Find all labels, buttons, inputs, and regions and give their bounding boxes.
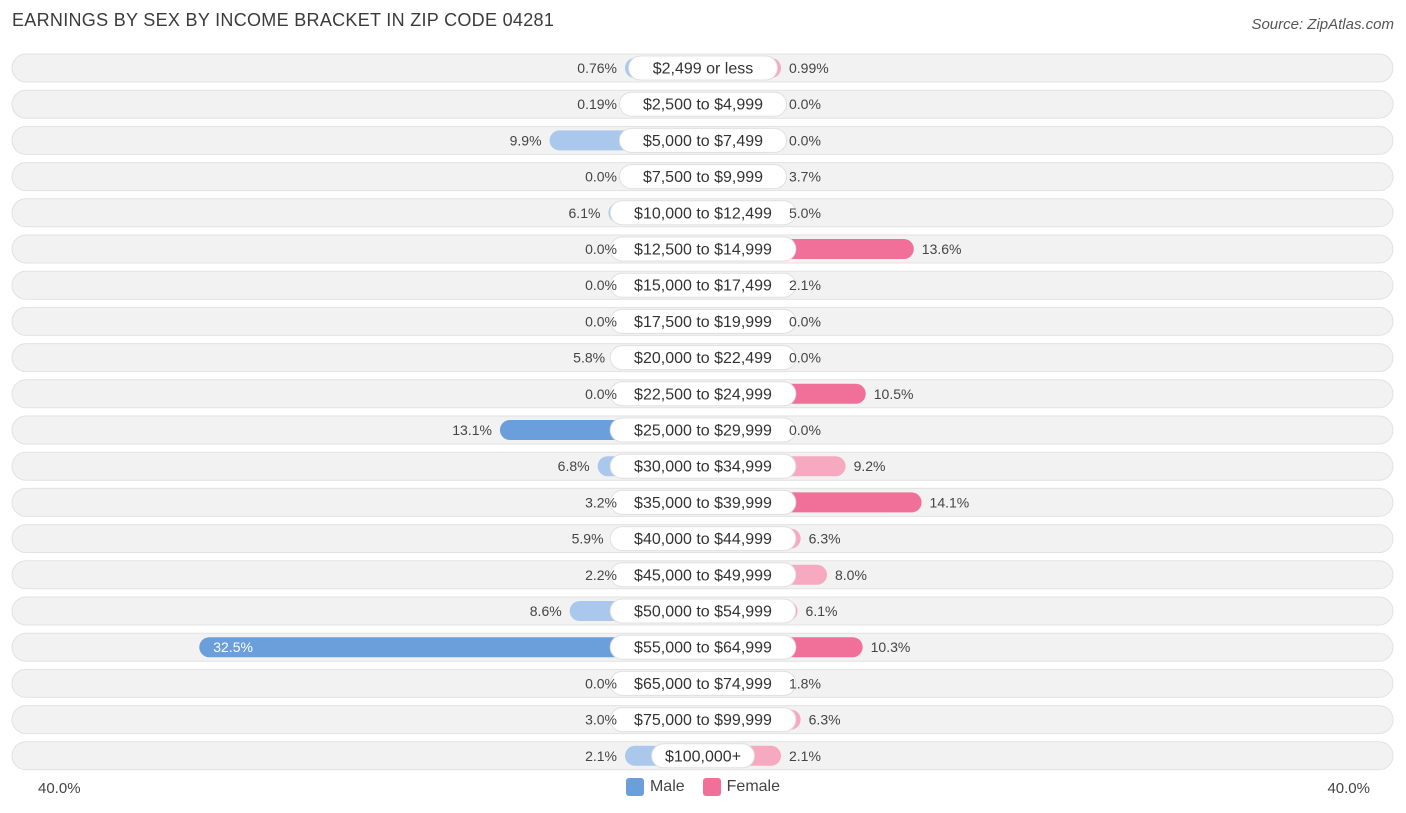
value-label-female: 13.6% <box>922 241 962 257</box>
category-pill <box>609 308 797 334</box>
category-label: $22,500 to $24,999 <box>634 386 772 403</box>
category-label: $25,000 to $29,999 <box>634 423 772 440</box>
category-label: $100,000+ <box>665 748 741 765</box>
value-label-male: 0.0% <box>585 241 617 257</box>
value-label-male: 3.2% <box>585 494 617 510</box>
value-label-male: 0.0% <box>585 277 617 293</box>
category-pill <box>618 91 788 117</box>
source-credit: Source: ZipAtlas.com <box>1251 16 1394 33</box>
value-label-female: 10.5% <box>874 386 914 402</box>
value-label-male: 9.9% <box>510 132 542 148</box>
bar-male <box>199 637 703 658</box>
value-label-female: 8.0% <box>835 567 867 583</box>
category-label: $75,000 to $99,999 <box>634 712 772 729</box>
legend: Male Female <box>0 778 1406 796</box>
category-pill <box>609 200 797 226</box>
value-label-male: 3.0% <box>585 712 617 728</box>
category-label: $65,000 to $74,999 <box>634 676 772 693</box>
value-label-female: 2.1% <box>789 748 821 764</box>
value-label-female: 6.1% <box>806 603 838 619</box>
category-pill <box>651 743 755 769</box>
value-label-male: 0.76% <box>577 60 617 76</box>
category-pill <box>609 707 797 733</box>
category-label: $12,500 to $14,999 <box>634 242 772 259</box>
category-label: $2,499 or less <box>653 61 754 78</box>
category-label: $40,000 to $44,999 <box>634 531 772 548</box>
value-label-male: 13.1% <box>452 422 492 438</box>
axis-min-label: 40.0% <box>38 780 81 797</box>
value-label-male: 6.1% <box>569 205 601 221</box>
category-pill <box>609 272 797 298</box>
value-label-female: 0.0% <box>789 132 821 148</box>
value-label-female: 1.8% <box>789 675 821 691</box>
value-label-female: 5.0% <box>789 205 821 221</box>
value-label-male: 0.0% <box>585 386 617 402</box>
axis-max-label: 40.0% <box>1327 780 1370 797</box>
legend-item-female: Female <box>702 778 781 796</box>
category-label: $15,000 to $17,499 <box>634 278 772 295</box>
category-label: $2,500 to $4,999 <box>643 97 763 114</box>
value-label-female: 6.3% <box>809 531 841 547</box>
category-pill <box>609 562 797 588</box>
value-label-female: 2.1% <box>789 277 821 293</box>
category-pill <box>609 634 797 660</box>
value-label-male: 2.1% <box>585 748 617 764</box>
category-pill <box>609 236 797 262</box>
category-pill <box>618 127 788 153</box>
legend-swatch-female <box>702 778 721 796</box>
category-pill <box>609 526 797 552</box>
category-label: $45,000 to $49,999 <box>634 567 772 584</box>
value-label-male: 0.0% <box>585 313 617 329</box>
category-pill <box>609 345 797 371</box>
value-label-female: 0.99% <box>789 60 829 76</box>
value-label-female: 3.7% <box>789 169 821 185</box>
value-label-female: 10.3% <box>871 639 911 655</box>
category-label: $20,000 to $22,499 <box>634 350 772 367</box>
value-label-male: 0.19% <box>577 96 617 112</box>
chart-title: EARNINGS BY SEX BY INCOME BRACKET IN ZIP… <box>12 10 555 30</box>
category-label: $50,000 to $54,999 <box>634 604 772 621</box>
value-label-female: 9.2% <box>854 458 886 474</box>
value-label-female: 6.3% <box>809 712 841 728</box>
category-pill <box>609 417 797 443</box>
category-pill <box>609 381 797 407</box>
value-label-male: 0.0% <box>585 675 617 691</box>
value-label-male: 0.0% <box>585 169 617 185</box>
value-label-male: 5.8% <box>573 350 605 366</box>
value-label-female: 14.1% <box>930 494 970 510</box>
category-pill <box>609 670 797 696</box>
legend-label-male: Male <box>649 778 685 795</box>
value-label-female: 0.0% <box>789 422 821 438</box>
category-label: $10,000 to $12,499 <box>634 205 772 222</box>
value-label-male: 8.6% <box>530 603 562 619</box>
value-label-male: 2.2% <box>585 567 617 583</box>
value-label-female: 0.0% <box>789 313 821 329</box>
value-label-male: 5.9% <box>572 531 604 547</box>
category-label: $17,500 to $19,999 <box>634 314 772 331</box>
category-label: $55,000 to $64,999 <box>634 640 772 657</box>
category-pill <box>609 453 797 479</box>
legend-swatch-male <box>625 778 644 796</box>
value-label-male: 6.8% <box>558 458 590 474</box>
category-pill <box>609 489 797 515</box>
legend-label-female: Female <box>726 778 781 795</box>
category-label: $35,000 to $39,999 <box>634 495 772 512</box>
value-label-female: 0.0% <box>789 350 821 366</box>
value-label-male: 32.5% <box>213 639 253 655</box>
category-label: $5,000 to $7,499 <box>643 133 763 150</box>
category-pill <box>628 55 778 81</box>
category-label: $7,500 to $9,999 <box>643 169 763 186</box>
value-label-female: 0.0% <box>789 96 821 112</box>
category-pill <box>618 164 788 190</box>
legend-item-male: Male <box>625 778 685 796</box>
category-label: $30,000 to $34,999 <box>634 459 772 476</box>
category-pill <box>609 598 797 624</box>
